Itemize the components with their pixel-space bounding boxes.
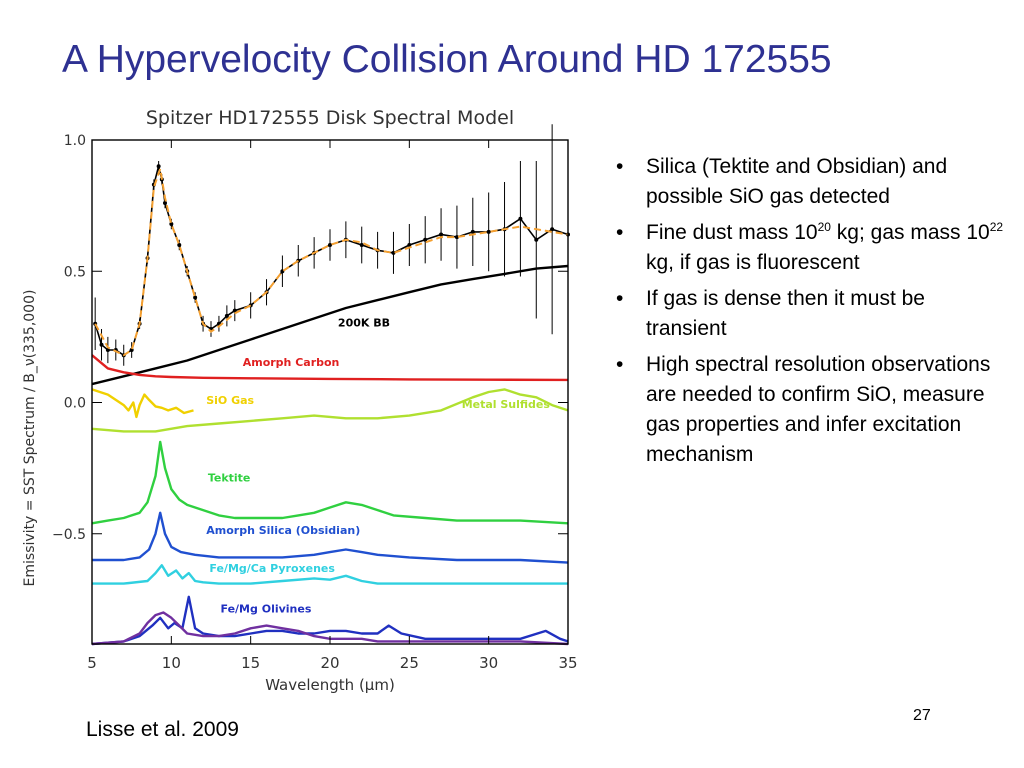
x-tick-label: 25	[400, 654, 419, 672]
x-tick-label: 35	[558, 654, 577, 672]
series-line-tektite	[91, 440, 569, 525]
series-label-fe-mg-olivines: Fe/Mg Olivines	[221, 603, 312, 616]
series-label-fe-mg-ca-pyroxenes: Fe/Mg/Ca Pyroxenes	[209, 562, 335, 575]
model-fit-line	[94, 168, 569, 357]
data-point	[224, 313, 229, 318]
page-number: 27	[913, 707, 931, 724]
series-line-metal-sulfides	[91, 388, 569, 433]
data-point	[105, 348, 110, 352]
bullet-text: kg, if gas is fluorescent	[646, 251, 860, 274]
data-point	[407, 243, 412, 247]
series-label-metal-sulfides: Metal Sulfides	[462, 398, 551, 411]
bullet-text: Silica (Tektite and Obsidian) and possib…	[646, 155, 948, 208]
data-point	[439, 232, 444, 237]
bullet-exponent: 22	[989, 220, 1004, 234]
spectral-model-chart: Spitzer HD172555 Disk Spectral Model 200…	[10, 98, 595, 700]
y-tick-label: 1.0	[64, 133, 86, 149]
bullet-text: If gas is dense then it must be transien…	[646, 287, 925, 340]
data-point	[470, 229, 475, 234]
series-label-amorph-carbon: Amorph Carbon	[243, 356, 340, 369]
series-label-sio-gas: SiO Gas	[206, 394, 254, 407]
series-line-fe-mg-ca-pyroxenes	[92, 564, 568, 585]
data-point	[328, 243, 332, 247]
series-line-fe-mg-olivines	[91, 595, 569, 646]
x-tick-label: 30	[479, 654, 498, 672]
data-point	[232, 308, 237, 313]
data-point	[99, 342, 104, 347]
x-tick-label: 20	[320, 654, 339, 672]
series-label-tektite: Tektite	[208, 471, 251, 484]
series-line-200k-bb	[91, 264, 569, 386]
y-tick-label: −0.5	[52, 527, 86, 543]
bullet-item: If gas is dense then it must be transien…	[612, 284, 1007, 344]
citation: Lisse et al. 2009	[86, 718, 239, 741]
x-tick-label: 10	[162, 654, 181, 672]
bullet-item: High spectral resolution observations ar…	[612, 350, 1007, 470]
data-point	[486, 229, 491, 234]
slide-title: A Hypervelocity Collision Around HD 1725…	[62, 38, 832, 81]
data-point	[156, 164, 161, 169]
bullet-exponent: 20	[817, 220, 831, 234]
bullet-item: Silica (Tektite and Obsidian) and possib…	[612, 152, 1007, 212]
bullet-text: kg; gas mass 10	[830, 221, 990, 244]
chart-title: Spitzer HD172555 Disk Spectral Model	[146, 107, 514, 129]
series-line-amorph-silica-obsidian	[92, 511, 569, 564]
chart-ylabel: Emissivity = SST Spectrum / B_ν(335,000)	[22, 290, 38, 587]
chart-svg: Spitzer HD172555 Disk Spectral Model 200…	[10, 98, 595, 700]
data-point	[359, 243, 364, 247]
data-point	[169, 222, 174, 226]
bullet-list: Silica (Tektite and Obsidian) and possib…	[612, 152, 1007, 476]
data-point	[550, 227, 555, 232]
data-point	[177, 243, 182, 247]
x-tick-label: 5	[87, 654, 97, 672]
bullet-item: Fine dust mass 1020 kg; gas mass 1022 kg…	[612, 218, 1007, 278]
series-line-sio-gas	[91, 388, 194, 419]
data-point	[518, 216, 523, 221]
data-point	[162, 201, 167, 205]
data-point	[193, 295, 198, 300]
data-point	[423, 237, 428, 242]
chart-xlabel: Wavelength (μm)	[265, 676, 395, 694]
series-line-component-8	[91, 611, 569, 646]
bullet-text: High spectral resolution observations ar…	[646, 353, 991, 466]
series-label-amorph-silica-obsidian: Amorph Silica (Obsidian)	[206, 524, 360, 537]
y-tick-label: 0.0	[64, 396, 86, 412]
bullet-text: Fine dust mass 10	[646, 221, 818, 244]
x-tick-label: 15	[241, 654, 260, 672]
data-point	[534, 237, 539, 242]
series-label-200k-bb: 200K BB	[338, 316, 390, 329]
y-tick-label: 0.5	[64, 264, 86, 280]
series-line-amorph-carbon	[91, 354, 569, 382]
